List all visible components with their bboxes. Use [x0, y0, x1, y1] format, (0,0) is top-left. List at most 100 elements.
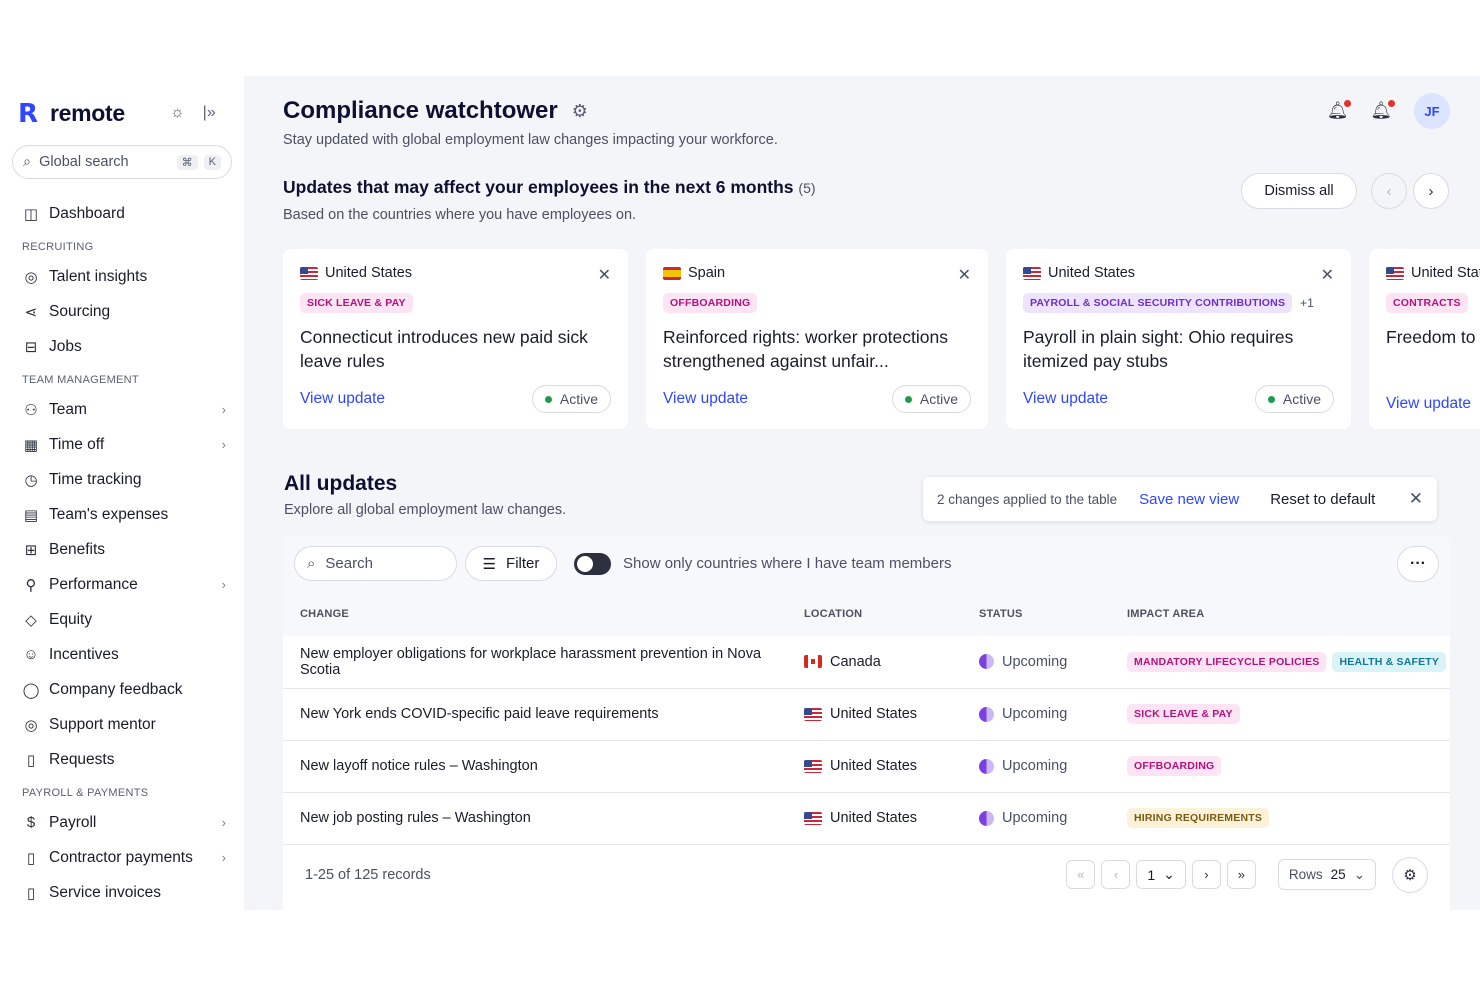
extra-tags-count: +1: [1300, 296, 1314, 310]
view-update-link[interactable]: View update: [663, 390, 749, 407]
sidebar-item-label: Equity: [49, 610, 93, 628]
country-name: United Stat: [1411, 265, 1480, 281]
table-row[interactable]: New York ends COVID-specific paid leave …: [283, 688, 1450, 741]
status-label: Active: [559, 391, 598, 407]
flag-us-icon: [804, 811, 822, 825]
header-actions: 🔔︎ 🔔︎ JF: [1327, 93, 1450, 129]
sidebar-nav: ◫ Dashboard RECRUITING ◎ Talent insights ⋖ S…: [0, 196, 244, 910]
flag-us-icon: [1386, 266, 1404, 280]
card-tags: OFFBOARDING: [663, 293, 971, 313]
sidebar-item-label: Time tracking: [49, 470, 142, 488]
location: United States: [804, 706, 979, 722]
collapse-sidebar-icon[interactable]: |»: [202, 104, 216, 121]
close-icon[interactable]: ✕: [597, 267, 611, 284]
avatar[interactable]: JF: [1414, 93, 1450, 129]
filter-icon: ☰: [482, 555, 497, 573]
column-header-status[interactable]: STATUS: [979, 592, 1127, 636]
global-search[interactable]: ⌕ Global search ⌘ K: [12, 145, 232, 179]
table-row[interactable]: New employer obligations for workplace h…: [283, 636, 1450, 689]
update-card: Spain ✕ OFFBOARDING Reinforced rights: work…: [646, 249, 988, 429]
prev-arrow-icon[interactable]: ‹: [1371, 173, 1407, 209]
dismiss-all-button[interactable]: Dismiss all: [1241, 173, 1357, 209]
sun-icon[interactable]: ☼: [170, 104, 185, 121]
sidebar-item-team[interactable]: ⚇ Team ›: [0, 392, 244, 427]
updates-subtitle: Based on the countries where you have em…: [283, 207, 637, 223]
rows-per-page-select[interactable]: Rows 25 ⌄: [1277, 859, 1376, 890]
view-update-link[interactable]: View update: [300, 390, 386, 407]
sidebar-item-incentives[interactable]: ☺ Incentives: [0, 637, 244, 672]
impact-cell: HIRING REQUIREMENTS: [1127, 792, 1450, 845]
sidebar-section-title: RECRUITING: [22, 241, 94, 253]
upcoming-status-icon: [979, 810, 994, 826]
sidebar-item-time-tracking[interactable]: ◷ Time tracking: [0, 462, 244, 497]
column-header-location[interactable]: LOCATION: [804, 592, 979, 636]
view-update-link[interactable]: View update: [1023, 390, 1109, 407]
notifications-bell-icon[interactable]: 🔔︎: [1327, 100, 1352, 121]
rows-label: Rows: [1288, 867, 1323, 882]
page-select[interactable]: 1 ⌄: [1136, 860, 1186, 889]
first-page-icon[interactable]: «: [1066, 860, 1096, 889]
settings-gear-icon[interactable]: ⚙: [571, 100, 588, 121]
impact-tag: SICK LEAVE & PAY: [300, 293, 413, 313]
last-page-icon[interactable]: »: [1226, 860, 1256, 889]
close-icon[interactable]: ✕: [957, 267, 971, 284]
sidebar-item-label: Incentives: [49, 645, 119, 663]
sidebar-item-equity[interactable]: ◇ Equity: [0, 602, 244, 637]
table-settings-gear-icon[interactable]: ⚙: [1392, 856, 1428, 893]
status-badge: Active: [1254, 385, 1334, 413]
change-cell: New layoff notice rules – Washington: [283, 740, 804, 793]
sidebar-item-support-mentor[interactable]: ◎ Support mentor: [0, 707, 244, 742]
more-options-icon[interactable]: ···: [1397, 545, 1439, 582]
sidebar-item-payroll[interactable]: $ Payroll ›: [0, 805, 244, 840]
column-header-impact-area[interactable]: IMPACT AREA: [1127, 592, 1450, 636]
status: Upcoming: [979, 758, 1127, 774]
table-row[interactable]: New job posting rules – Washington United…: [283, 792, 1450, 845]
sidebar-item-performance[interactable]: ⚲ Performance ›: [0, 567, 244, 602]
sidebar-item-service-invoices[interactable]: ▯ Service invoices: [0, 875, 244, 910]
team-countries-toggle[interactable]: [574, 552, 611, 575]
sidebar-item-company-feedback[interactable]: ◯ Company feedback: [0, 672, 244, 707]
next-arrow-icon[interactable]: ›: [1413, 173, 1449, 209]
filter-label: Filter: [506, 555, 540, 572]
sidebar-item-sourcing[interactable]: ⋖ Sourcing: [0, 294, 244, 329]
sidebar-item-talent-insights[interactable]: ◎ Talent insights: [0, 259, 244, 294]
sidebar-item-time-off[interactable]: ▦ Time off ›: [0, 427, 244, 462]
save-new-view-button[interactable]: Save new view: [1139, 490, 1240, 508]
brand[interactable]: R remote: [18, 100, 125, 127]
sidebar-item-team-s-expenses[interactable]: ▤ Team's expenses: [0, 497, 244, 532]
table-body: New employer obligations for workplace h…: [283, 636, 1450, 845]
file-icon: ▯: [26, 884, 36, 902]
next-page-icon[interactable]: ›: [1191, 860, 1221, 889]
impact-tag: PAYROLL & SOCIAL SECURITY CONTRIBUTIONS: [1023, 293, 1293, 313]
filter-button[interactable]: ☰ Filter: [465, 546, 557, 581]
table-header-row: CHANGE LOCATION STATUS IMPACT AREA: [283, 592, 1450, 636]
table-search-input[interactable]: ⌕ Search: [294, 546, 457, 581]
view-update-link[interactable]: View update: [1386, 395, 1472, 412]
location: United States: [804, 758, 979, 774]
prev-page-icon[interactable]: ‹: [1101, 860, 1131, 889]
column-header-change[interactable]: CHANGE: [283, 592, 804, 636]
close-icon[interactable]: ✕: [1320, 267, 1334, 284]
change-cell: New job posting rules – Washington: [283, 792, 804, 845]
location: Canada: [804, 654, 979, 670]
reset-to-default-button[interactable]: Reset to default: [1270, 490, 1376, 508]
sidebar-item-contractor-payments[interactable]: ▯ Contractor payments ›: [0, 840, 244, 875]
table-changes-bar: 2 changes applied to the table Save new …: [923, 477, 1437, 521]
table-row[interactable]: New layoff notice rules – Washington Unit…: [283, 740, 1450, 793]
pagination: 1-25 of 125 records « ‹ 1 ⌄ › » Rows 25 …: [283, 845, 1450, 905]
alerts-bell-icon[interactable]: 🔔︎: [1370, 100, 1395, 121]
all-updates-title: All updates: [284, 472, 398, 495]
active-dot-icon: [1267, 395, 1275, 403]
app-frame: R remote ☼ |» ⌕ Global search ⌘ K ◫ Dash…: [0, 76, 1480, 910]
status-label: Upcoming: [1002, 810, 1068, 826]
close-icon[interactable]: ✕: [1408, 489, 1423, 508]
impact-tag: MANDATORY LIFECYCLE POLICIES: [1127, 651, 1327, 672]
sidebar-item-benefits[interactable]: ⊞ Benefits: [0, 532, 244, 567]
location: United States: [804, 810, 979, 826]
card-country: United Stat: [1386, 265, 1480, 281]
sidebar-item-requests[interactable]: ▯ Requests: [0, 742, 244, 777]
sidebar-item-dashboard[interactable]: ◫ Dashboard: [0, 196, 244, 231]
sidebar-item-jobs[interactable]: ⊟ Jobs: [0, 329, 244, 364]
card-country: United States: [1023, 265, 1334, 281]
